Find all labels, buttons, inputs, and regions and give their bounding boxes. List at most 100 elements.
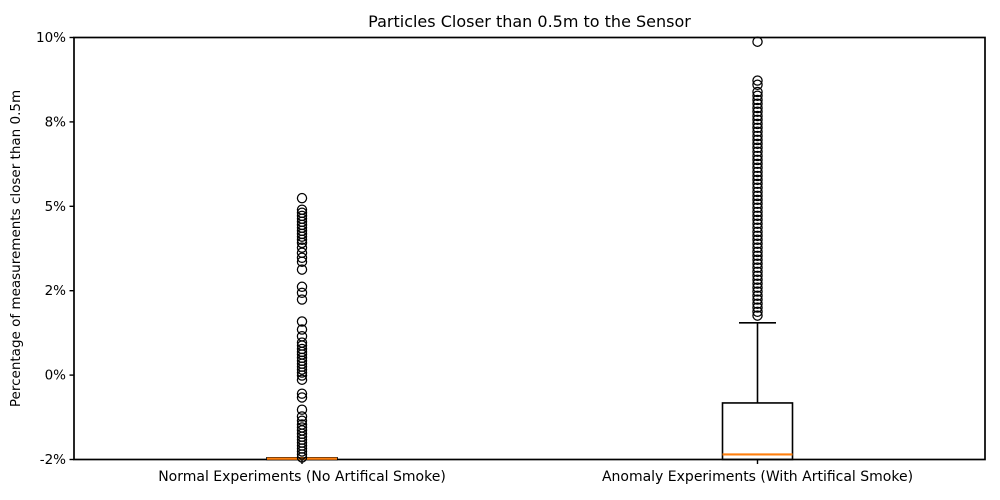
outlier-point	[752, 86, 763, 98]
outlier-point	[752, 146, 763, 157]
outlier-point	[752, 194, 763, 206]
outlier-point	[752, 282, 763, 293]
outlier-point	[752, 134, 763, 146]
y-axis-label: Percentage of measurements closer than 0…	[8, 90, 24, 407]
y-tick-label: 10%	[36, 30, 66, 46]
y-tick-label: 8%	[45, 114, 67, 130]
outlier-point	[752, 102, 763, 114]
outlier-point	[752, 258, 763, 269]
outlier-point	[296, 231, 308, 242]
outlier-point	[752, 150, 763, 162]
outlier-point	[296, 324, 308, 335]
outlier-point	[752, 278, 763, 289]
outlier-point	[296, 392, 308, 403]
outlier-point	[752, 202, 763, 213]
outlier-point	[296, 364, 308, 375]
outlier-point	[296, 242, 308, 253]
outlier-point	[752, 158, 763, 170]
outlier-point	[752, 166, 763, 178]
outlier-point	[296, 294, 308, 305]
y-tick-labels: 10% 8% 5% 2% 0% -2%	[36, 30, 66, 468]
outlier-point	[752, 286, 763, 297]
outlier-point	[752, 142, 763, 154]
outlier-point	[752, 79, 763, 90]
y-tick-label: 2%	[45, 283, 67, 299]
outlier-point	[752, 126, 763, 137]
axes-spines	[73, 36, 986, 461]
outlier-point	[296, 388, 308, 399]
outlier-point	[752, 246, 763, 258]
outlier-point	[752, 178, 763, 190]
outlier-point	[296, 234, 308, 246]
outlier-point	[752, 310, 763, 321]
outlier-point	[752, 182, 763, 193]
y-tick-label: 5%	[45, 199, 67, 215]
outlier-point	[752, 222, 763, 233]
outlier-point	[752, 106, 763, 117]
outlier-point	[752, 226, 763, 238]
outlier-point	[752, 274, 763, 285]
outlier-point	[752, 218, 763, 229]
outlier-point	[296, 256, 308, 267]
outlier-point	[296, 446, 308, 457]
outlier-point	[752, 114, 763, 126]
outlier-point	[752, 294, 763, 305]
outlier-point	[296, 237, 308, 249]
outlier-point	[296, 252, 308, 264]
outlier-point	[296, 370, 308, 381]
outlier-point	[296, 264, 308, 275]
outlier-point	[752, 302, 763, 313]
outlier-point	[752, 262, 763, 273]
outlier-point	[752, 210, 763, 222]
outlier-point	[752, 190, 763, 202]
outlier-point	[296, 281, 308, 292]
outlier-point	[752, 118, 763, 130]
chart-title: Particles Closer than 0.5m to the Sensor	[368, 12, 691, 31]
outlier-point	[752, 170, 763, 182]
outlier-point	[296, 367, 308, 378]
outlier-point	[296, 287, 308, 299]
outlier-point	[752, 254, 763, 265]
outlier-point	[752, 214, 763, 226]
outlier-point	[752, 290, 763, 301]
outlier-point	[752, 198, 763, 209]
outlier-point	[752, 90, 763, 101]
outlier-point	[752, 174, 763, 186]
outlier-point	[296, 449, 308, 460]
outlier-point	[752, 234, 763, 246]
outlier-point	[752, 138, 763, 150]
outlier-point	[296, 316, 308, 327]
plot-area	[266, 36, 794, 463]
outlier-point	[752, 306, 763, 318]
outlier-point	[752, 230, 763, 242]
outlier-point	[752, 238, 763, 249]
y-tick-label: 0%	[45, 368, 67, 384]
outlier-point	[752, 206, 763, 218]
x-tick-labels: Normal Experiments (No Artifical Smoke) …	[158, 469, 913, 485]
outlier-point	[752, 75, 763, 86]
outlier-point	[752, 242, 763, 253]
outlier-point	[752, 162, 763, 173]
x-tick-label-normal: Normal Experiments (No Artifical Smoke)	[158, 469, 446, 485]
outlier-point	[752, 266, 763, 278]
outlier-point	[752, 98, 763, 109]
outlier-point	[296, 374, 308, 385]
outlier-point	[752, 270, 763, 282]
outlier-point	[752, 130, 763, 142]
outlier-point	[752, 250, 763, 262]
outlier-point	[752, 154, 763, 166]
outlier-point	[752, 94, 763, 106]
outlier-point	[296, 404, 308, 415]
y-tick-label: -2%	[40, 452, 66, 468]
outlier-point	[296, 452, 308, 463]
outlier-point	[752, 186, 763, 198]
outlier-point	[752, 110, 763, 122]
outlier-point	[296, 411, 308, 422]
outlier-point	[752, 122, 763, 134]
box-iqr	[721, 402, 794, 461]
x-tick-label-anomaly: Anomaly Experiments (With Artifical Smok…	[602, 469, 913, 485]
outlier-point	[752, 36, 763, 47]
outlier-point	[296, 192, 308, 204]
